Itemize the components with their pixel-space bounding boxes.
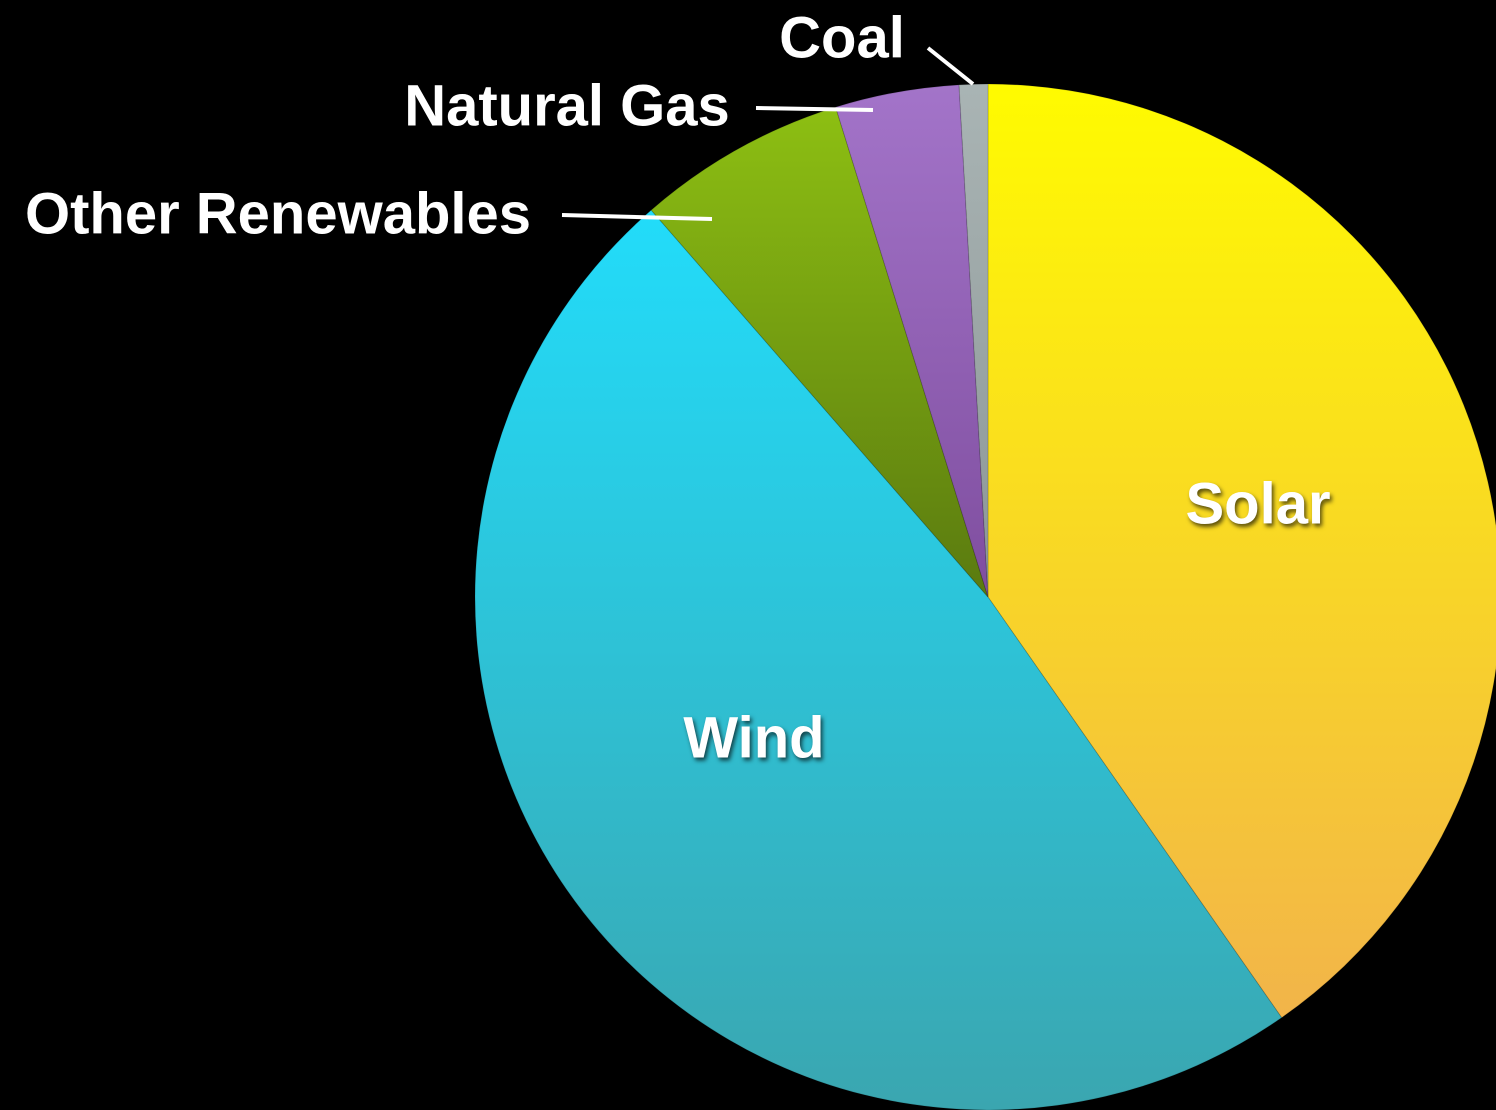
slice-labels: Solar Wind Other Renewables Natural Gas Coal (25, 5, 1331, 770)
pie-slice-natural-gas (834, 84, 989, 598)
leader-line-coal (926, 46, 975, 86)
pie-slice-wind (474, 209, 1283, 1110)
pie-slice-coal (958, 83, 989, 598)
slice-label-coal: Coal (779, 5, 905, 70)
slice-label-solar: Solar (1185, 471, 1330, 536)
slice-label-other-renewables: Other Renewables (25, 181, 531, 246)
leader-line-natural-gas (755, 106, 874, 112)
slice-label-natural-gas: Natural Gas (404, 73, 730, 138)
pie-slices (474, 83, 1496, 1110)
leader-lines (561, 46, 975, 221)
pie-slice-solar (987, 83, 1496, 1019)
leader-line-other-renewables (561, 213, 713, 221)
slice-label-wind: Wind (683, 705, 824, 770)
